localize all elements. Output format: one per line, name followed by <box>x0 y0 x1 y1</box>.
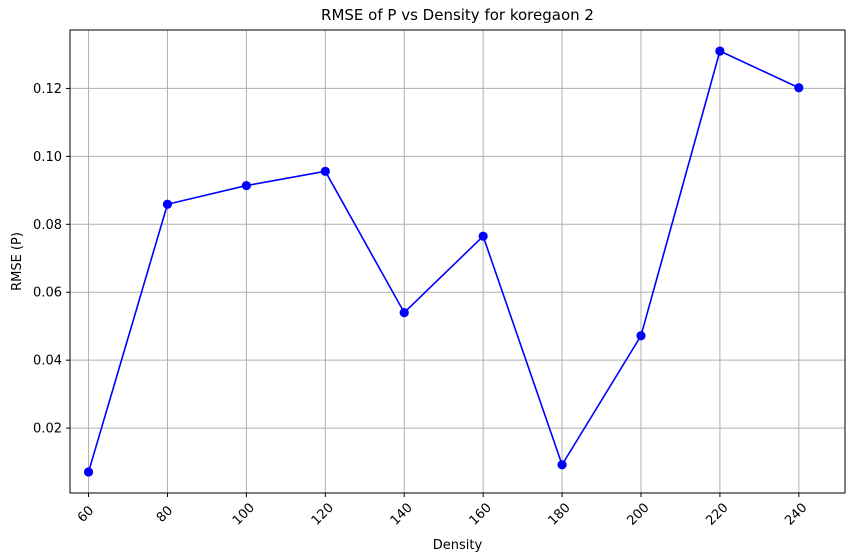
plot-frame <box>69 29 846 494</box>
x-tick-label: 80 <box>154 503 176 525</box>
data-point <box>83 467 94 477</box>
series-rmse <box>83 46 804 477</box>
data-point <box>241 180 251 191</box>
x-tick-label: 120 <box>309 500 337 528</box>
data-point <box>162 199 173 209</box>
x-tick-label: 240 <box>782 500 810 528</box>
x-tick-label: 60 <box>75 503 97 525</box>
y-tick-label: 0.06 <box>33 286 62 301</box>
y-tick-label: 0.10 <box>33 150 62 165</box>
x-tick-label: 220 <box>703 500 731 528</box>
data-point <box>794 83 804 93</box>
y-tick-label: 0.08 <box>33 218 62 233</box>
x-tick-label: 140 <box>388 500 416 528</box>
x-axis-ticks: 60 80 100 120 140 160 180 200 220 240 <box>75 493 810 529</box>
y-tick-label: 0.02 <box>33 422 62 437</box>
grid <box>70 30 845 493</box>
y-tick-label: 0.12 <box>33 82 62 97</box>
x-tick-label: 100 <box>230 500 258 528</box>
x-tick-label: 200 <box>624 500 652 528</box>
data-point <box>636 331 646 341</box>
chart-title: RMSE of P vs Density for koregaon 2 <box>321 6 594 24</box>
series-line <box>87 49 800 473</box>
data-point <box>320 166 330 176</box>
data-point <box>478 231 488 241</box>
data-point <box>557 460 567 470</box>
x-tick-label: 160 <box>467 500 495 528</box>
y-axis-ticks: 0.02 0.04 0.06 0.08 0.10 0.12 <box>33 82 70 437</box>
data-point <box>715 46 725 56</box>
y-tick-label: 0.04 <box>33 354 62 369</box>
x-axis-label: Density <box>433 538 483 553</box>
x-tick-label: 180 <box>546 500 574 528</box>
data-point <box>399 308 409 318</box>
y-axis-label: RMSE (P) <box>10 232 25 291</box>
